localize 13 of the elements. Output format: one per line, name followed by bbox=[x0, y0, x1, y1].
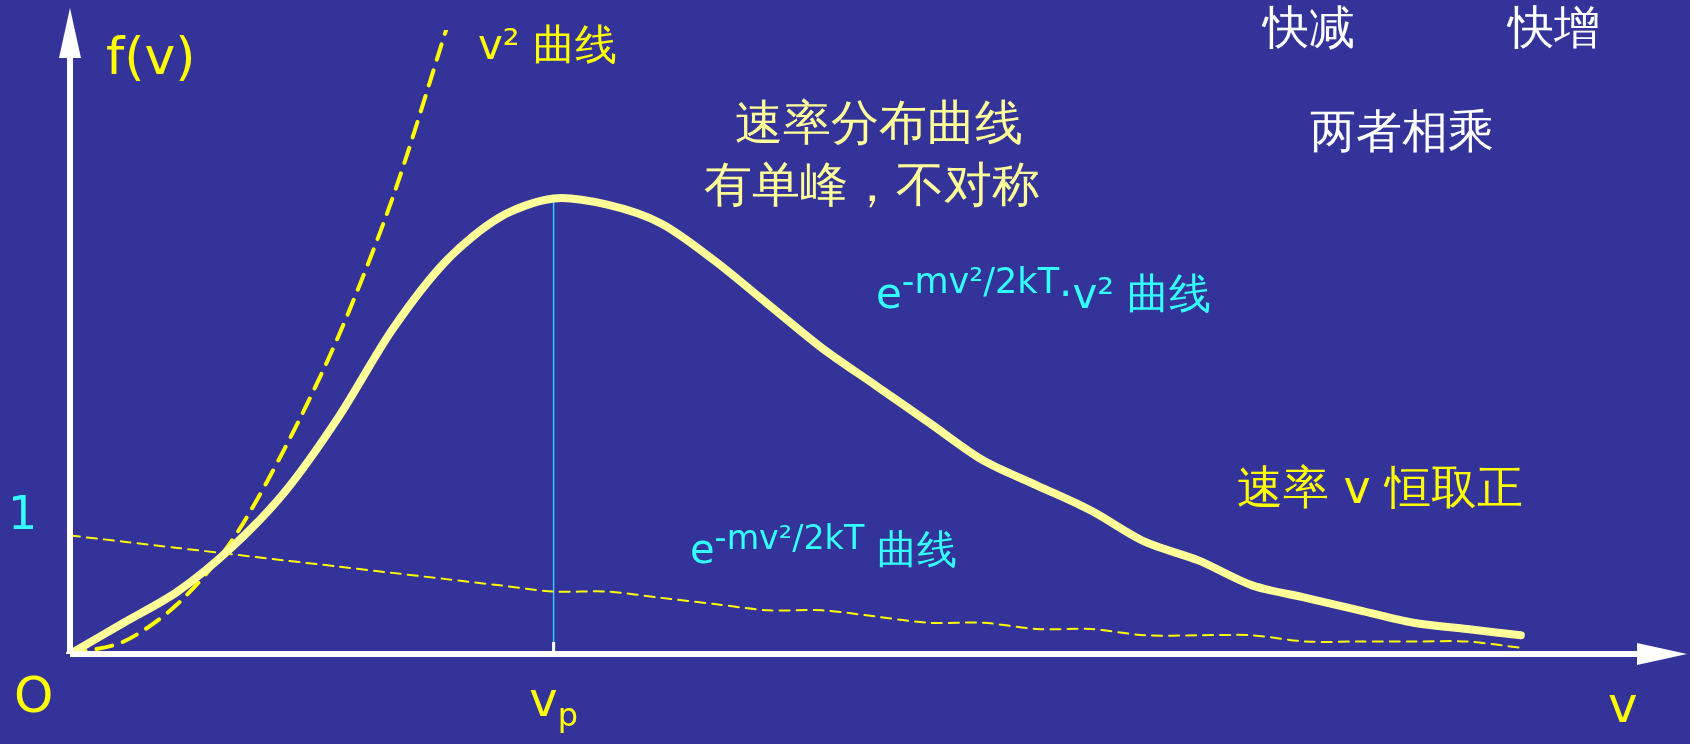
series-label: e$^{-mv²/2kT}$ 曲线 bbox=[690, 518, 957, 573]
annotation: 快减 bbox=[1263, 0, 1355, 54]
y-axis-title: f(v) bbox=[106, 26, 196, 86]
text: 1 bbox=[8, 486, 38, 540]
series-label: e$^{-mv²/2kT}$·v² 曲线 bbox=[876, 261, 1212, 318]
annotation: 两者相乘 bbox=[1310, 104, 1494, 158]
annotation: 速率 v 恒取正 bbox=[1237, 460, 1524, 514]
annotation: 快增 bbox=[1508, 0, 1600, 54]
x-axis-title: v bbox=[1608, 676, 1638, 734]
text: O bbox=[14, 666, 54, 724]
series-label: v² 曲线 bbox=[478, 20, 618, 69]
annotation: 有单峰，不对称 bbox=[704, 156, 1040, 212]
annotation: 速率分布曲线 bbox=[735, 94, 1023, 150]
